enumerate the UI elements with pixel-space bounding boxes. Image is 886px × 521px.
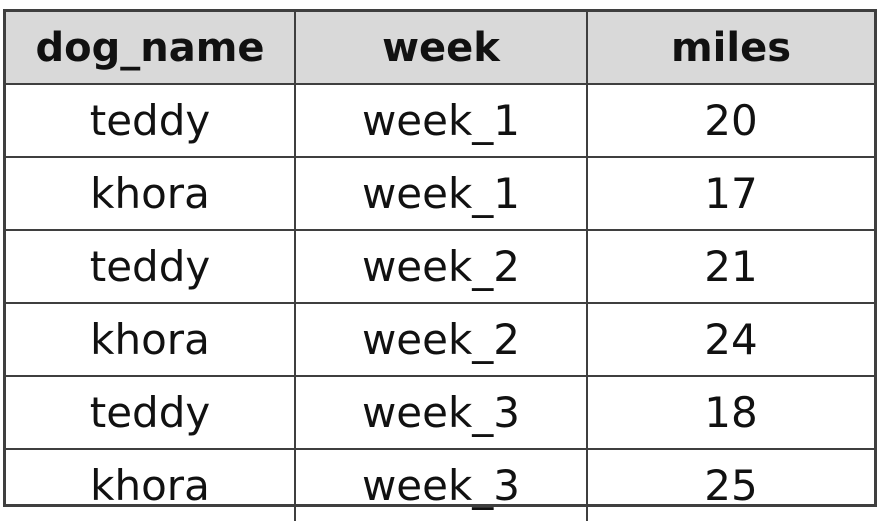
cell-week: week_3 [294,448,588,521]
table-row: khora week_1 17 [6,156,874,231]
cell-dog-name: khora [6,302,296,377]
cell-miles: 21 [586,229,874,304]
header-row: dog_name week miles [6,12,874,85]
table-row: khora week_2 24 [6,302,874,377]
cell-miles: 20 [586,83,874,158]
cell-dog-name: khora [6,156,296,231]
cell-miles: 17 [586,156,874,231]
column-header-dog-name: dog_name [6,12,296,85]
cell-dog-name: teddy [6,375,296,450]
column-header-miles: miles [586,12,874,85]
column-header-week: week [294,12,588,85]
cell-week: week_1 [294,156,588,231]
cell-miles: 18 [586,375,874,450]
cell-week: week_3 [294,375,588,450]
cell-week: week_1 [294,83,588,158]
cell-dog-name: teddy [6,83,296,158]
cell-week: week_2 [294,229,588,304]
dog-miles-table: dog_name week miles teddy week_1 20 khor… [6,12,874,521]
cell-miles: 25 [586,448,874,521]
table-frame: dog_name week miles teddy week_1 20 khor… [3,9,877,521]
cell-dog-name: teddy [6,229,296,304]
table-row: teddy week_2 21 [6,229,874,304]
table-row: teddy week_1 20 [6,83,874,158]
cell-week: week_2 [294,302,588,377]
cell-dog-name: khora [6,448,296,521]
table-row: teddy week_3 18 [6,375,874,450]
table-row: khora week_3 25 [6,448,874,521]
cell-miles: 24 [586,302,874,377]
